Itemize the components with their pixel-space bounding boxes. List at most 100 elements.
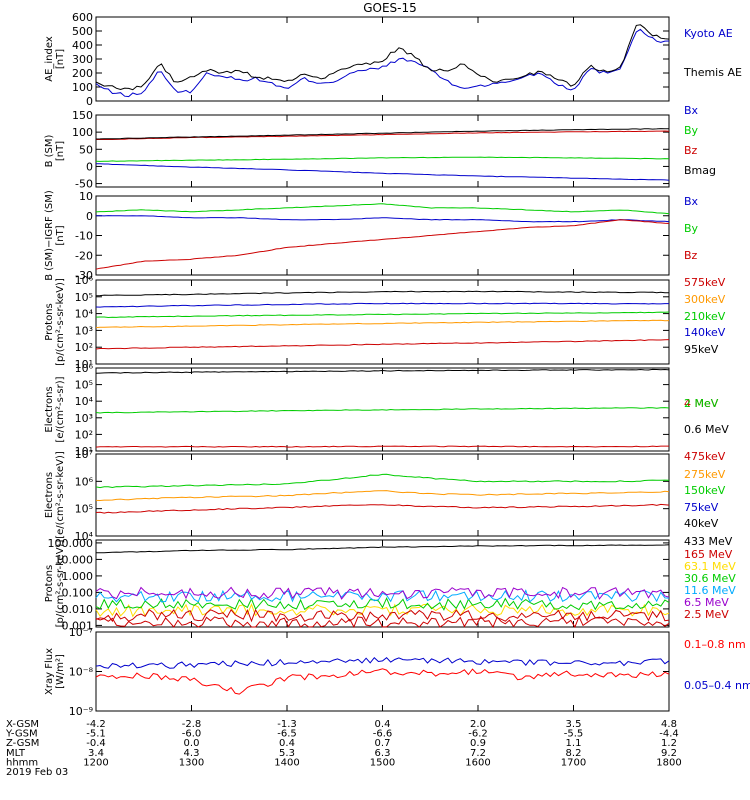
- legend-entry: 475keV: [684, 450, 726, 463]
- y-tick-label: -30: [75, 269, 93, 282]
- series-line-0-1-0-8-nm: [95, 668, 670, 695]
- legend-entry: 95keV: [684, 343, 719, 356]
- ephemeris-value: 3.5: [566, 719, 582, 730]
- y-axis-label: Protons: [44, 303, 55, 340]
- ephemeris-value: 4.8: [661, 719, 677, 730]
- ephemeris-value: 1600: [465, 757, 490, 768]
- ephemeris-value: -6.0: [182, 729, 202, 740]
- y-tick-label: 10⁶: [75, 475, 94, 488]
- panel-protons_kev: 10¹ 10² 10³ 10⁴ 10⁵ 10⁶ Protons [p/(cm²-s-sr-ke…: [44, 274, 726, 371]
- y-axis-label: Electrons: [44, 386, 55, 432]
- ephemeris-value: 1700: [561, 757, 586, 768]
- y-tick-label: 10⁴: [75, 530, 94, 543]
- legend-entry: 11.6 MeV: [684, 584, 736, 597]
- y-axis-label: AE_index: [44, 36, 55, 82]
- series-line-575kev: [95, 339, 670, 350]
- y-tick-label: 10⁵: [75, 503, 93, 516]
- ephemeris-value: 7.2: [470, 748, 486, 759]
- panel-bigrf: -30 -20 -10 0 10 B (SM)−IGRF (SM) [nT] Bx By Bz: [44, 190, 699, 282]
- series-line-bmag: [95, 128, 670, 140]
- y-tick-label: 0.001: [62, 619, 94, 632]
- y-tick-label: 10³: [75, 412, 93, 425]
- legend-entry: 2 MeV: [684, 397, 719, 410]
- plot-frame: [95, 195, 670, 276]
- y-tick-label: 50: [79, 143, 93, 156]
- y-tick-label: -50: [75, 178, 93, 191]
- ephemeris-value: 8.2: [566, 748, 582, 759]
- legend-entry: 150keV: [684, 484, 726, 497]
- series-line-63-1-mev: [95, 603, 670, 618]
- ephemeris-value: -6.2: [468, 729, 488, 740]
- time-axis-ephemeris: X-GSM -4.2 -2.8 -1.3 0.4 2.0 3.5 4.8 Y-GSM -5.1 -6…: [5, 719, 682, 778]
- y-tick-label: 0.010: [62, 603, 94, 616]
- legend-entry: Bz: [684, 249, 698, 262]
- y-axis-label: [p/(cm²-s-sr-keV)]: [55, 278, 66, 366]
- ephemeris-value: 1400: [274, 757, 299, 768]
- y-axis-label: Xray Flux: [44, 648, 55, 695]
- legend-entry: Bx: [684, 195, 699, 208]
- ephemeris-value: 0.4: [279, 738, 295, 749]
- ephemeris-value: 0.0: [184, 738, 200, 749]
- y-tick-label: -10: [75, 230, 93, 243]
- series-line-475kev: [95, 503, 670, 514]
- legend-entry: 4 MeV: [684, 397, 719, 410]
- series-line-by: [95, 156, 670, 162]
- y-tick-label: 10⁻⁹: [69, 705, 93, 718]
- ephemeris-value: -5.5: [564, 729, 584, 740]
- y-tick-label: 10.000: [55, 553, 94, 566]
- y-axis-label: B (SM): [44, 134, 55, 167]
- series-line-30-6-mev: [95, 596, 670, 611]
- series-line-4-mev: [95, 445, 669, 448]
- y-tick-label: 500: [72, 25, 93, 38]
- y-tick-label: 10⁵: [75, 291, 93, 304]
- y-tick-label: 10⁵: [75, 379, 93, 392]
- y-axis-label: Protons: [44, 565, 55, 602]
- legend-entry: 433 MeV: [684, 535, 733, 548]
- y-tick-label: 0.100: [62, 586, 94, 599]
- series-line-bx: [96, 163, 670, 181]
- series-line-bz: [95, 219, 670, 270]
- ephemeris-value: 1200: [83, 757, 108, 768]
- ephemeris-value: 1800: [656, 757, 681, 768]
- legend-entry: 165 MeV: [684, 548, 733, 561]
- legend-entry: By: [684, 124, 699, 137]
- ephemeris-value: 3.4: [88, 748, 104, 759]
- series-line-2-mev: [95, 407, 670, 414]
- plot-frame: [95, 16, 670, 102]
- ephemeris-row-label: Z-GSM: [6, 738, 39, 749]
- legend-entry: 30.6 MeV: [684, 572, 736, 585]
- y-axis-label: [nT]: [55, 225, 66, 245]
- ephemeris-value: -0.4: [86, 738, 106, 749]
- legend-entry: 75keV: [684, 501, 719, 514]
- y-tick-label: 100.000: [48, 537, 94, 550]
- ephemeris-row-label: hhmm: [6, 757, 38, 768]
- y-tick-label: 10⁻⁸: [69, 666, 94, 679]
- ephemeris-value: 0.7: [375, 738, 391, 749]
- y-axis-label: [p/(cm²-s-sr-keV)]: [55, 540, 66, 628]
- legend-entry: 575keV: [684, 276, 726, 289]
- plot-frame: [95, 453, 670, 537]
- y-axis-label: [e/(cm²-s-sr-keV)]: [55, 451, 66, 539]
- y-tick-label: 10⁻⁷: [69, 626, 93, 639]
- y-tick-label: 100: [72, 126, 93, 139]
- series-line-275kev: [95, 490, 670, 502]
- y-axis-label: [nT]: [55, 49, 66, 69]
- ephemeris-value: -1.3: [277, 719, 297, 730]
- ephemeris-value: 2.0: [470, 719, 486, 730]
- y-tick-label: 200: [72, 67, 93, 80]
- y-tick-label: 10¹: [75, 358, 93, 371]
- series-line-0-6-mev: [95, 368, 670, 374]
- legend-entry: By: [684, 222, 699, 235]
- panel-electrons_kev: 10⁴ 10⁵ 10⁶ 10⁷ Electrons [e/(cm²-s-sr-keV)] 4…: [44, 448, 726, 543]
- y-axis-label: [W/m²]: [55, 654, 66, 689]
- ephemeris-row-label: X-GSM: [6, 719, 39, 730]
- ephemeris-value: -5.1: [86, 729, 106, 740]
- series-line-kyoto-ae: [95, 28, 670, 98]
- y-tick-label: 100: [72, 81, 93, 94]
- legend-entry: Bx: [684, 104, 699, 117]
- panel-protons_mev: 0.001 0.010 0.100 1.000 10.000 100.000 Protons…: [44, 535, 736, 632]
- series-line-433-mev: [95, 544, 670, 554]
- series-line-6-5-mev: [95, 586, 670, 600]
- y-tick-label: 10³: [75, 324, 93, 337]
